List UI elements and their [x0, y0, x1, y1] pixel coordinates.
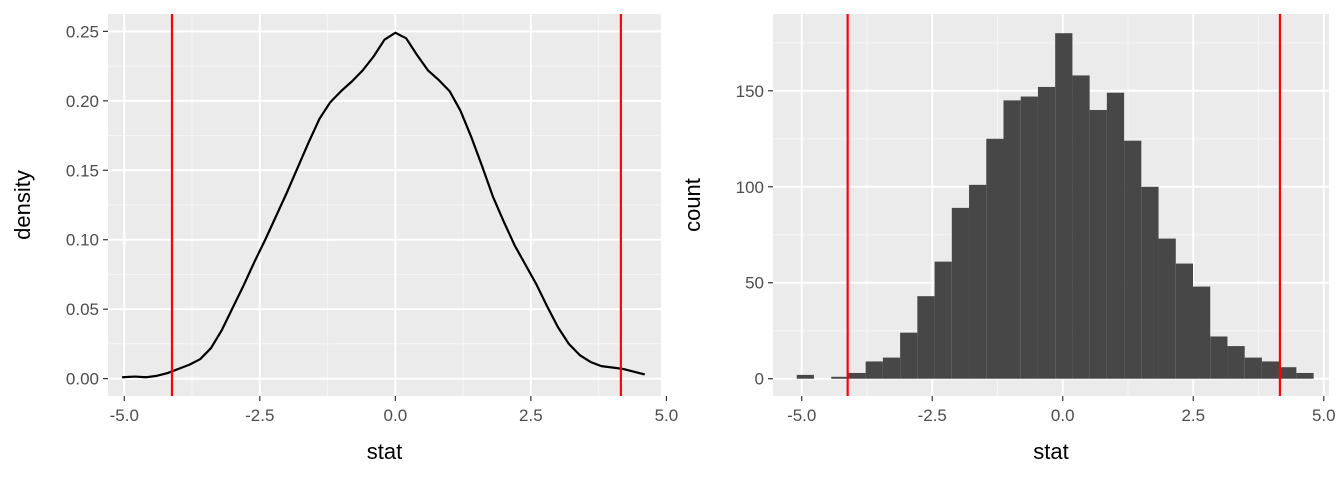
histogram-bar	[1210, 336, 1228, 379]
histogram-bar	[1261, 361, 1280, 379]
histogram-bar	[969, 184, 987, 379]
y-axis-title: density	[10, 170, 35, 240]
x-tick-label: -2.5	[245, 406, 274, 425]
x-tick-label: -5.0	[110, 406, 139, 425]
x-tick-label: 0.0	[384, 406, 408, 425]
x-axis-title: stat	[1033, 439, 1068, 464]
y-tick-label: 0.10	[66, 231, 99, 250]
density-line	[122, 31, 646, 379]
histogram-bar	[831, 376, 849, 379]
y-tick-label: 0.15	[66, 161, 99, 180]
x-tick-label: 2.5	[1181, 406, 1205, 425]
histogram-bar	[848, 372, 866, 379]
histogram-bar	[1193, 286, 1211, 379]
histogram-bar	[986, 138, 1004, 379]
x-tick-label: 2.5	[519, 406, 543, 425]
histogram-bar	[1089, 109, 1107, 379]
y-tick-label: 0.00	[66, 370, 99, 389]
histogram-bar	[1072, 75, 1090, 379]
histogram-panel: -5.0 -2.5 0.0 2.5 5.0 0 50 100 150 stat count	[680, 14, 1336, 464]
y-tick-label: 0.25	[66, 22, 99, 41]
histogram-bar	[951, 207, 970, 379]
histogram-bar	[1279, 367, 1297, 379]
histogram-bar	[1244, 357, 1262, 379]
histogram-bar	[1296, 372, 1314, 379]
histogram-bar	[917, 296, 935, 379]
histogram-bar	[1175, 263, 1194, 379]
x-axis-title: stat	[367, 439, 402, 464]
x-tick-label: 5.0	[655, 406, 679, 425]
y-axis-title: count	[680, 178, 705, 232]
histogram-bar	[796, 374, 814, 379]
y-tick-label: 150	[736, 82, 764, 101]
x-tick-label: 0.0	[1051, 406, 1075, 425]
histogram-bar	[1141, 186, 1159, 379]
histogram-bar	[1020, 96, 1038, 379]
histogram-bar	[1227, 346, 1245, 379]
histogram-bar	[1158, 238, 1176, 379]
density-panel: -5.0 -2.5 0.0 2.5 5.0 0.00 0.05 0.10 0.15 0.20 0.2…	[10, 14, 678, 464]
histogram-bar	[1055, 33, 1073, 379]
y-tick-label: 100	[736, 178, 764, 197]
histogram-bar	[1106, 92, 1125, 379]
x-tick-label: -5.0	[787, 406, 816, 425]
histogram-bar	[1124, 140, 1142, 379]
x-tick-label: 5.0	[1312, 406, 1336, 425]
y-tick-label: 0.20	[66, 92, 99, 111]
histogram-bar	[1037, 86, 1056, 379]
x-tick-label: -2.5	[918, 406, 947, 425]
histogram-bar	[934, 261, 952, 379]
y-tick-label: 0.05	[66, 300, 99, 319]
y-tick-label: 0	[755, 370, 764, 389]
histogram-bar	[865, 361, 883, 379]
histogram-bar	[882, 357, 901, 379]
histogram-bar	[900, 332, 918, 379]
y-tick-label: 50	[745, 274, 764, 293]
histogram-bar	[1003, 100, 1021, 379]
